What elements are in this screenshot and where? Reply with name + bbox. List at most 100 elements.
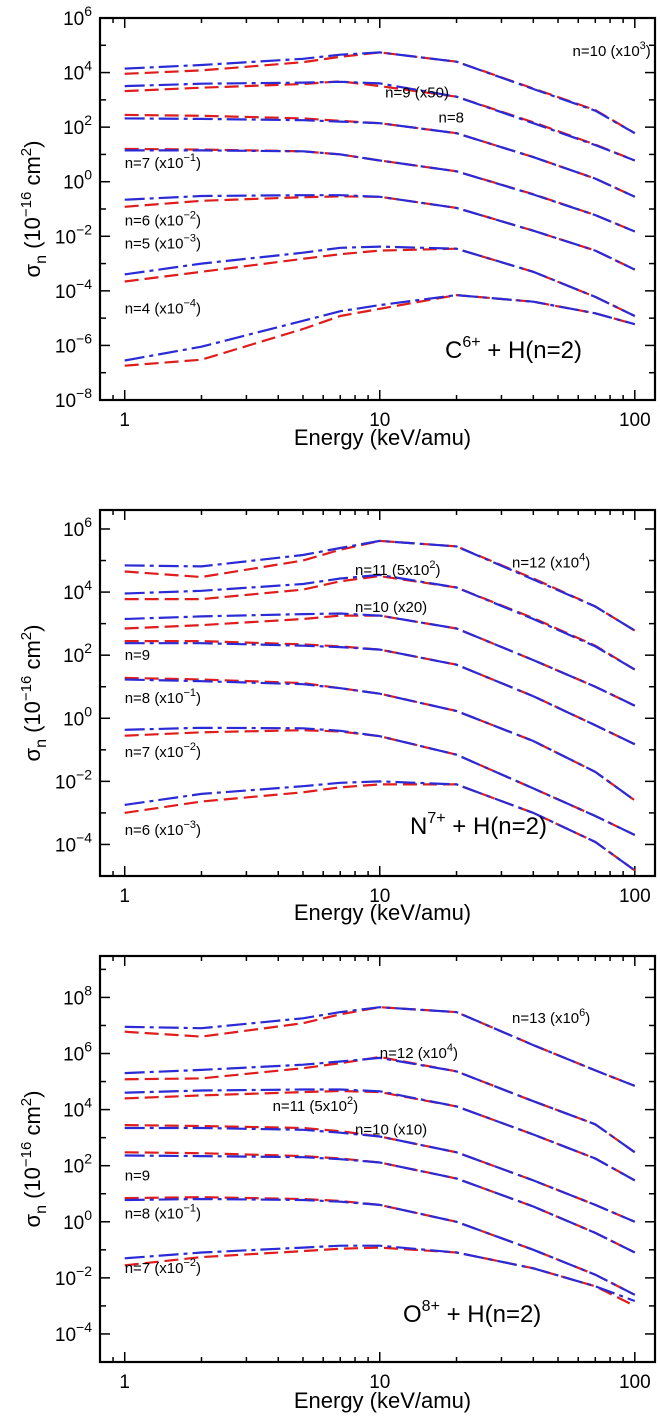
y-tick-label: 102 bbox=[63, 640, 92, 667]
series-n11-blue-dashdot bbox=[124, 573, 636, 671]
curve-label-n5: n=5 (x10−3) bbox=[125, 233, 201, 253]
system-label: C6+ + H(n=2) bbox=[445, 334, 582, 364]
curve-label-n8: n=8 (x10−1) bbox=[125, 1203, 201, 1223]
y-tick-label: 100 bbox=[63, 167, 92, 194]
x-tick-label: 100 bbox=[619, 886, 651, 907]
y-tick-label: 10−2 bbox=[55, 1263, 92, 1290]
series-n12-red-dashed bbox=[124, 539, 636, 632]
series-n7-red-dashed bbox=[124, 1246, 636, 1307]
y-tick-label: 10−4 bbox=[55, 276, 92, 303]
x-tick-label: 1 bbox=[119, 1372, 130, 1393]
curve-label-n4: n=4 (x10−4) bbox=[125, 297, 201, 317]
curve-label-n7: n=7 (x10−2) bbox=[125, 741, 201, 761]
series-n12-blue-dashdot bbox=[124, 539, 636, 632]
y-tick-label: 100 bbox=[63, 1207, 92, 1234]
series-n6-blue-dashdot bbox=[124, 780, 636, 872]
plot-frame bbox=[98, 954, 657, 1364]
curve-label-n6: n=6 (x10−2) bbox=[125, 209, 201, 229]
series-n8-red-dashed bbox=[124, 676, 636, 802]
x-tick-label: 10 bbox=[369, 1372, 390, 1393]
chart-panel-c: 1 10 100 10−8 10−6 10−4 10−2 100 102 104 106 σn (10… bbox=[18, 3, 657, 450]
series-n9-blue-dashdot bbox=[124, 80, 636, 162]
y-axis-title: σn (10−16 cm2) bbox=[18, 1091, 50, 1228]
series-n10-red-dashed bbox=[124, 51, 636, 135]
x-axis-title: Energy (keV/amu) bbox=[294, 1388, 471, 1413]
y-axis-title: σn (10−16 cm2) bbox=[18, 141, 50, 278]
system-label: N7+ + H(n=2) bbox=[410, 810, 547, 840]
curve-label-n9: n=9 bbox=[125, 647, 150, 664]
x-tick-label: 100 bbox=[619, 1372, 651, 1393]
curve-label-n8: n=8 bbox=[439, 109, 464, 126]
y-tick-label: 10−2 bbox=[55, 766, 92, 793]
series-n13-blue-dashdot bbox=[124, 1006, 636, 1087]
curve-label-n10: n=10 (x10) bbox=[355, 1121, 427, 1138]
y-tick-label: 10−6 bbox=[55, 330, 92, 357]
system-label: O8+ + H(n=2) bbox=[403, 1298, 541, 1328]
y-tick-label: 102 bbox=[63, 112, 92, 139]
y-tick-label: 106 bbox=[63, 514, 92, 541]
series-n10-blue-dashdot bbox=[124, 612, 636, 707]
series-n6-blue-dashdot bbox=[124, 194, 636, 271]
series-n11-red-dashed bbox=[124, 1089, 636, 1182]
x-tick-label: 100 bbox=[619, 410, 651, 431]
series-n5-red-dashed bbox=[124, 247, 636, 317]
x-tick-label: 10 bbox=[369, 410, 390, 431]
series-n7-blue-dashdot bbox=[124, 726, 636, 836]
curve-label-n9: n=9 (x50) bbox=[385, 85, 449, 102]
y-tick-label: 10−2 bbox=[55, 221, 92, 248]
y-tick-label: 100 bbox=[63, 703, 92, 730]
x-tick-label: 10 bbox=[369, 886, 390, 907]
series-n9-red-dashed bbox=[124, 639, 636, 746]
curve-label-n7: n=7 (x10−2) bbox=[125, 1257, 201, 1277]
x-axis-title: Energy (keV/amu) bbox=[294, 425, 471, 450]
series-n10-red-dashed bbox=[124, 1124, 636, 1223]
x-tick-label: 1 bbox=[119, 886, 130, 907]
curve-label-n12: n=12 (x104) bbox=[512, 552, 590, 572]
curve-label-n11: n=11 (5x102) bbox=[355, 559, 441, 579]
y-tick-label: 10−8 bbox=[55, 385, 92, 412]
chart-panel-n: 1 10 100 10−4 10−2 100 102 104 106 σn (10−16 cm2)… bbox=[18, 508, 657, 925]
curve-label-n10: n=10 (x20) bbox=[355, 599, 427, 616]
y-tick-label: 102 bbox=[63, 1151, 92, 1178]
series-n8-blue-dashdot bbox=[124, 117, 636, 198]
series-n7-red-dashed bbox=[124, 729, 636, 836]
series-n12-blue-dashdot bbox=[124, 1056, 636, 1154]
y-tick-label: 108 bbox=[63, 982, 92, 1009]
y-tick-label: 106 bbox=[63, 3, 92, 30]
y-axis-title: σn (10−16 cm2) bbox=[18, 625, 50, 762]
curve-label-n8: n=8 (x10−1) bbox=[125, 687, 201, 707]
y-tick-label: 106 bbox=[63, 1039, 92, 1066]
y-tick-label: 10−4 bbox=[55, 829, 92, 856]
curve-label-n10: n=10 (x103) bbox=[573, 40, 651, 60]
y-tick-label: 10−4 bbox=[55, 1319, 92, 1346]
series-n8-blue-dashdot bbox=[124, 678, 636, 802]
series-n7-blue-dashdot bbox=[124, 1244, 636, 1303]
curve-label-n6: n=6 (x10−3) bbox=[125, 819, 201, 839]
y-tick-label: 104 bbox=[63, 1095, 92, 1122]
series-n9-blue-dashdot bbox=[124, 642, 636, 746]
curve-label-n9: n=9 bbox=[125, 1167, 150, 1184]
chart-panel-o: 1 10 100 10−4 10−2 100 102 104 106 108 σn (10−16 c… bbox=[18, 954, 657, 1413]
series-n5-blue-dashdot bbox=[124, 245, 636, 317]
curve-label-n13: n=13 (x106) bbox=[512, 1007, 590, 1027]
series-n4-blue-dashdot bbox=[124, 293, 636, 362]
x-axis-title: Energy (keV/amu) bbox=[294, 900, 471, 925]
curve-label-n12: n=12 (x104) bbox=[380, 1042, 458, 1062]
series-n6-red-dashed bbox=[124, 783, 636, 872]
series-n9-red-dashed bbox=[124, 80, 636, 162]
series-n11-blue-dashdot bbox=[124, 1088, 636, 1182]
series-n10-blue-dashdot bbox=[124, 1126, 636, 1223]
curve-label-n7: n=7 (x10−1) bbox=[125, 152, 201, 172]
y-tick-label: 104 bbox=[63, 58, 92, 85]
x-tick-label: 1 bbox=[119, 410, 130, 431]
y-tick-label: 104 bbox=[63, 577, 92, 604]
series-n10-blue-dashdot bbox=[124, 51, 636, 135]
series-n6-red-dashed bbox=[124, 195, 636, 271]
curve-label-n11: n=11 (5x102) bbox=[273, 1095, 359, 1115]
series-n9-blue-dashdot bbox=[124, 1154, 636, 1254]
series-n4-red-dashed bbox=[124, 293, 636, 367]
plot-frame bbox=[98, 508, 657, 878]
series-n8-blue-dashdot bbox=[124, 1197, 636, 1296]
series-n9-red-dashed bbox=[124, 1151, 636, 1254]
